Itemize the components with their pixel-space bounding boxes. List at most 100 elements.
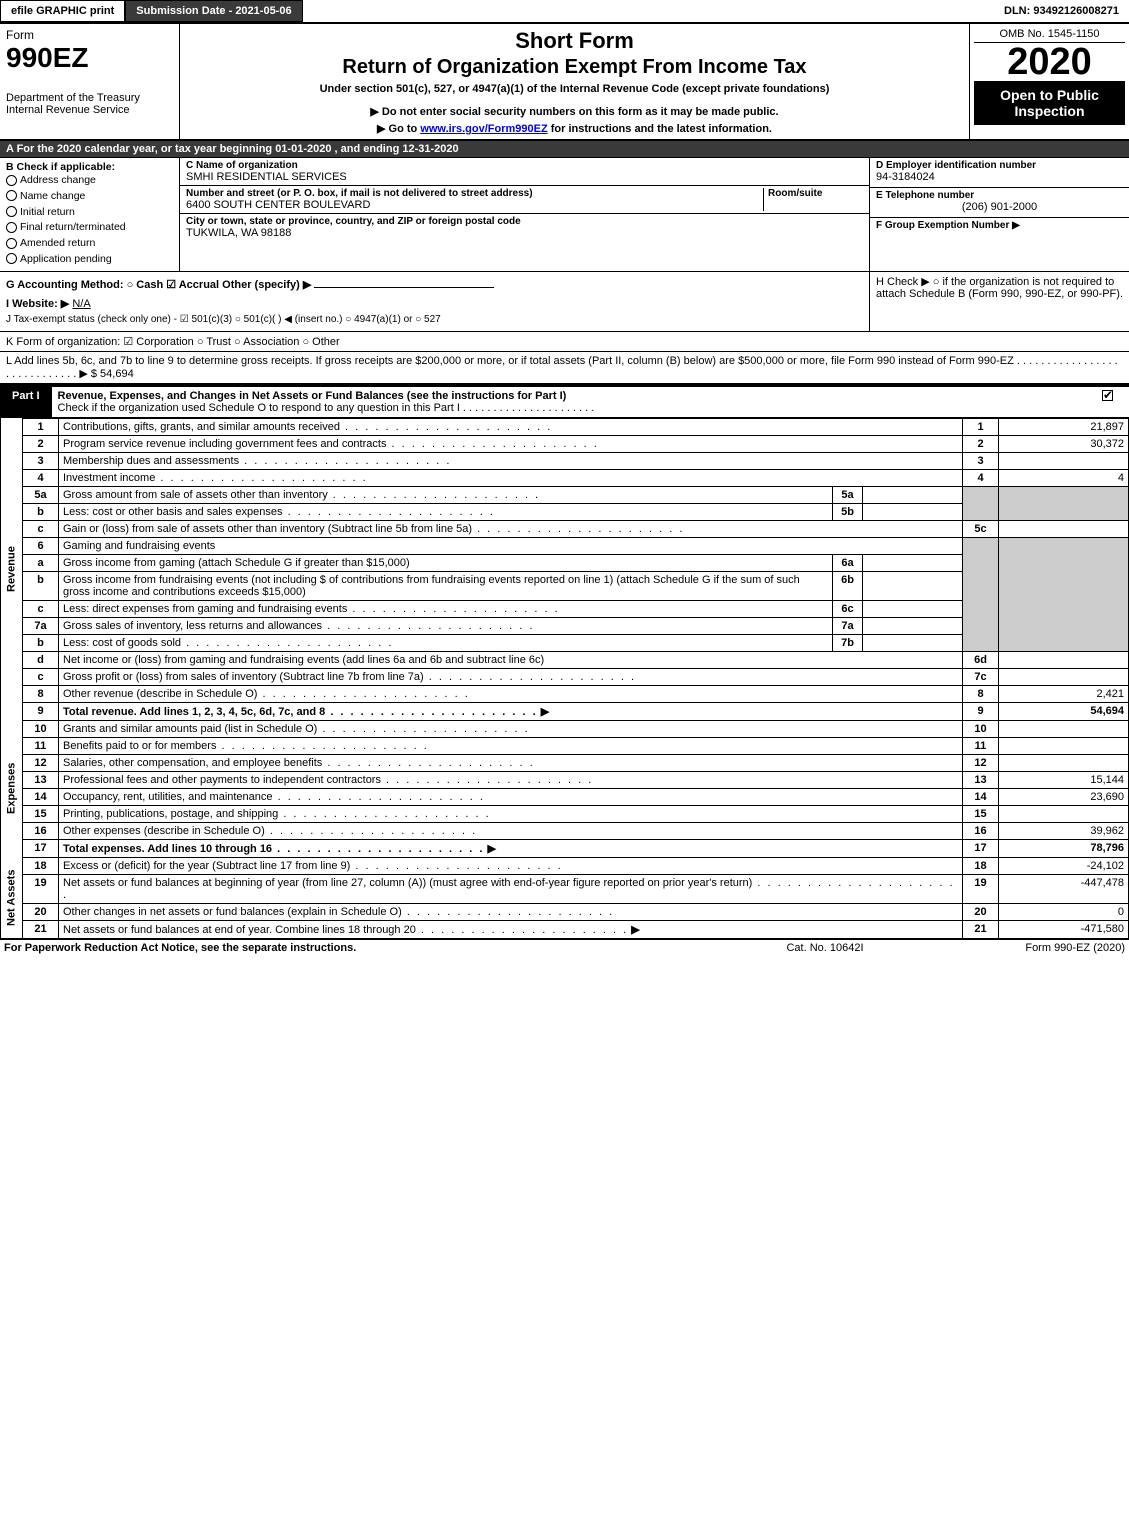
tax-year: 2020	[974, 43, 1125, 81]
line-19-desc: Net assets or fund balances at beginning…	[59, 874, 963, 903]
line-9-numr: 9	[963, 702, 999, 720]
c-name-label: C Name of organization	[186, 160, 863, 171]
line-6d-num: d	[23, 651, 59, 668]
check-final-return[interactable]: Final return/terminated	[6, 220, 173, 236]
goto-pre: ▶ Go to	[377, 123, 420, 135]
form-number: 990EZ	[6, 42, 173, 74]
form-header: Form 990EZ Department of the Treasury In…	[0, 24, 1129, 141]
line-10-numr: 10	[963, 720, 999, 737]
line-19-numr: 19	[963, 874, 999, 903]
line-6-shade	[963, 537, 999, 651]
line-6d-desc: Net income or (loss) from gaming and fun…	[59, 651, 963, 668]
line-13-numr: 13	[963, 771, 999, 788]
line-7c-amt	[999, 668, 1129, 685]
line-20-num: 20	[23, 903, 59, 920]
line-5c-desc: Gain or (loss) from sale of assets other…	[59, 520, 963, 537]
line-7b-subnum: 7b	[833, 634, 863, 651]
part-1-label: Part I	[0, 387, 52, 417]
line-6a-desc: Gross income from gaming (attach Schedul…	[59, 554, 833, 571]
section-c: C Name of organization SMHI RESIDENTIAL …	[180, 158, 869, 271]
line-7a-desc: Gross sales of inventory, less returns a…	[59, 617, 833, 634]
line-13-num: 13	[23, 771, 59, 788]
line-7a-num: 7a	[23, 617, 59, 634]
line-6b-subnum: 6b	[833, 571, 863, 600]
check-address-change[interactable]: Address change	[6, 173, 173, 189]
line-2-amt: 30,372	[999, 435, 1129, 452]
e-phone-label: E Telephone number	[876, 190, 1123, 201]
line-8-amt: 2,421	[999, 685, 1129, 702]
section-b-heading: B Check if applicable:	[6, 161, 173, 173]
line-20-desc: Other changes in net assets or fund bala…	[59, 903, 963, 920]
line-4-num: 4	[23, 469, 59, 486]
line-11-desc: Benefits paid to or for members	[59, 737, 963, 754]
line-14-num: 14	[23, 788, 59, 805]
phone-value: (206) 901-2000	[876, 201, 1123, 213]
line-20-amt: 0	[999, 903, 1129, 920]
line-11-numr: 11	[963, 737, 999, 754]
line-5c-amt	[999, 520, 1129, 537]
street-address: 6400 SOUTH CENTER BOULEVARD	[186, 199, 763, 211]
line-18-num: 18	[23, 857, 59, 874]
line-14-desc: Occupancy, rent, utilities, and maintena…	[59, 788, 963, 805]
line-11-num: 11	[23, 737, 59, 754]
line-1-desc: Contributions, gifts, grants, and simila…	[59, 418, 963, 435]
line-7c-numr: 7c	[963, 668, 999, 685]
part-1-table: Revenue 1 Contributions, gifts, grants, …	[0, 418, 1129, 939]
line-13-desc: Professional fees and other payments to …	[59, 771, 963, 788]
h-schedule-b: H Check ▶ ○ if the organization is not r…	[869, 272, 1129, 331]
short-form-title: Short Form	[188, 28, 961, 54]
section-def: D Employer identification number 94-3184…	[869, 158, 1129, 271]
submission-date-button[interactable]: Submission Date - 2021-05-06	[125, 0, 302, 22]
line-16-desc: Other expenses (describe in Schedule O)	[59, 822, 963, 839]
g-h-row: G Accounting Method: ○ Cash ☑ Accrual Ot…	[0, 272, 1129, 332]
line-11-amt	[999, 737, 1129, 754]
line-21-numr: 21	[963, 920, 999, 938]
irs-label: Internal Revenue Service	[6, 104, 173, 116]
goto-line: ▶ Go to www.irs.gov/Form990EZ for instru…	[188, 122, 961, 135]
line-13-amt: 15,144	[999, 771, 1129, 788]
line-5a-subamt	[863, 486, 963, 503]
line-5ab-shade	[963, 486, 999, 520]
line-6a-subamt	[863, 554, 963, 571]
line-15-num: 15	[23, 805, 59, 822]
org-info-block: B Check if applicable: Address change Na…	[0, 158, 1129, 272]
top-bar: efile GRAPHIC print Submission Date - 20…	[0, 0, 1129, 24]
line-12-numr: 12	[963, 754, 999, 771]
i-website-label: I Website: ▶	[6, 298, 69, 310]
check-application-pending[interactable]: Application pending	[6, 252, 173, 268]
check-name-change[interactable]: Name change	[6, 189, 173, 205]
line-8-desc: Other revenue (describe in Schedule O)	[59, 685, 963, 702]
line-6a-subnum: 6a	[833, 554, 863, 571]
part-1-header: Part I Revenue, Expenses, and Changes in…	[0, 385, 1129, 418]
part-1-title: Revenue, Expenses, and Changes in Net As…	[58, 390, 567, 402]
efile-print-button[interactable]: efile GRAPHIC print	[0, 0, 125, 22]
instructions-link[interactable]: www.irs.gov/Form990EZ	[420, 123, 547, 135]
line-21-amt: -471,580	[999, 920, 1129, 938]
footer-form-ref: Form 990-EZ (2020)	[925, 942, 1125, 954]
check-initial-return[interactable]: Initial return	[6, 205, 173, 221]
line-16-amt: 39,962	[999, 822, 1129, 839]
page-footer: For Paperwork Reduction Act Notice, see …	[0, 939, 1129, 956]
d-ein-label: D Employer identification number	[876, 160, 1123, 171]
check-amended-return[interactable]: Amended return	[6, 236, 173, 252]
g-accounting-method: G Accounting Method: ○ Cash ☑ Accrual Ot…	[0, 272, 869, 331]
line-5c-num: c	[23, 520, 59, 537]
section-b: B Check if applicable: Address change Na…	[0, 158, 180, 271]
form-label: Form	[6, 28, 173, 42]
line-6d-amt	[999, 651, 1129, 668]
line-12-desc: Salaries, other compensation, and employ…	[59, 754, 963, 771]
line-10-amt	[999, 720, 1129, 737]
line-7c-desc: Gross profit or (loss) from sales of inv…	[59, 668, 963, 685]
line-17-desc: Total expenses. Add lines 10 through 16 …	[59, 839, 963, 857]
line-1-amt: 21,897	[999, 418, 1129, 435]
line-5b-subamt	[863, 503, 963, 520]
website-value: N/A	[72, 298, 90, 310]
open-to-public: Open to Public Inspection	[974, 81, 1125, 125]
line-5ab-shade-amt	[999, 486, 1129, 520]
form-title: Return of Organization Exempt From Incom…	[188, 56, 961, 79]
line-2-num: 2	[23, 435, 59, 452]
dln-label: DLN: 93492126008271	[994, 1, 1129, 21]
line-5b-subnum: 5b	[833, 503, 863, 520]
line-1-num: 1	[23, 418, 59, 435]
part-1-checkbox[interactable]	[1089, 387, 1129, 417]
